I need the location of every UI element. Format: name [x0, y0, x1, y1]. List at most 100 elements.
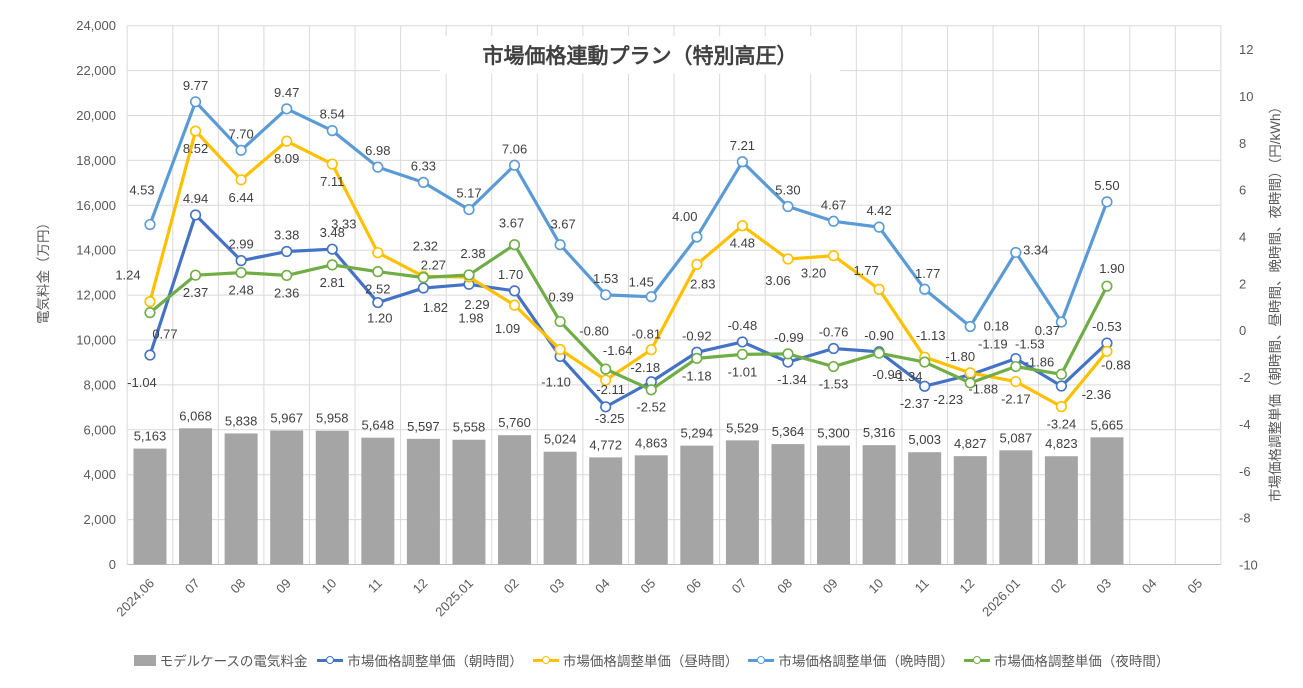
series-night-marker: [1010, 360, 1022, 373]
right-tick-label: 2: [1239, 276, 1246, 291]
left-tick-label: 2,000: [83, 512, 116, 527]
left-tick-label: 4,000: [83, 467, 116, 482]
series-evening-label: 4.00: [672, 209, 697, 224]
left-tick-label: 0: [109, 557, 116, 572]
series-evening-marker: [736, 156, 748, 168]
series-evening-label: 4.53: [129, 183, 154, 198]
x-tick-label: 05: [1184, 576, 1205, 597]
series-evening-marker: [1101, 196, 1113, 208]
right-tick-label: -4: [1239, 417, 1251, 432]
series-night-label: -1.53: [1015, 337, 1045, 352]
series-morning-marker: [827, 342, 840, 355]
series-night-label: 0.39: [548, 290, 573, 305]
series-morning-label: 3.38: [274, 228, 299, 243]
bar: [634, 455, 668, 565]
series-morning-label: -1.88: [968, 382, 998, 397]
series-daytime-label: 3.20: [801, 266, 826, 281]
bar: [1044, 456, 1078, 565]
series-evening-marker: [827, 215, 840, 227]
series-daytime-label: 7.11: [320, 174, 344, 189]
series-morning-label: -1.34: [777, 372, 807, 387]
x-tick-label: 11: [365, 576, 385, 596]
series-daytime-label: -1.13: [916, 328, 946, 343]
series-night-marker: [189, 269, 202, 281]
series-morning-marker: [1055, 380, 1067, 392]
legend-item: 市場価格調整単価（夜時間）: [963, 650, 1169, 670]
series-evening-marker: [600, 289, 612, 301]
series-morning-line: [148, 213, 1109, 409]
left-tick-label: 14,000: [76, 243, 116, 258]
left-axis-ticks: 0 2,000 4,000 6,000 8,000 10,000 12,000 14,000 1…: [76, 18, 116, 572]
series-morning-label: 1.82: [423, 300, 448, 315]
bar-label: 5,760: [498, 415, 531, 430]
series-daytime-label: 2.29: [464, 297, 489, 312]
left-tick-label: 10,000: [76, 333, 116, 348]
series-night-label: -2.52: [636, 400, 666, 415]
bar-label: 4,827: [954, 436, 987, 451]
series-daytime-label: 2.32: [413, 238, 438, 253]
series-daytime-label: 2.83: [690, 276, 715, 291]
series-daytime-marker: [736, 220, 748, 232]
x-tick-label: 09: [273, 576, 294, 597]
bar: [817, 445, 851, 565]
bar: [498, 435, 532, 565]
series-daytime-label: 1.24: [115, 268, 140, 283]
bar: [315, 430, 349, 565]
series-evening-marker: [691, 231, 703, 243]
left-tick-label: 16,000: [76, 198, 116, 213]
legend-line-swatch-icon: [963, 655, 990, 665]
bar-label: 5,364: [772, 424, 805, 439]
bars-model-case-cost: 5,163 6,068 5,838 5,967 5,958 5,648 5,597 5,558…: [133, 408, 1124, 565]
series-night-marker: [1055, 368, 1067, 380]
series-daytime-label: -3.24: [1047, 417, 1077, 432]
series-daytime-marker: [645, 344, 657, 356]
series-morning-label: 4.94: [183, 191, 208, 206]
bar: [133, 448, 167, 565]
series-night-marker: [281, 269, 293, 282]
series-daytime-marker: [1101, 345, 1113, 357]
x-tick-label: 05: [638, 576, 659, 597]
series-night-label: 2.52: [365, 282, 390, 297]
series-night-label: 2.37: [183, 285, 208, 300]
series-morning-label: -0.76: [819, 325, 849, 340]
series-evening-label: 1.45: [629, 275, 654, 290]
series-daytime-marker: [600, 374, 612, 386]
series-morning-label: 3.48: [320, 225, 345, 240]
series-daytime-marker: [873, 283, 885, 295]
series-night-marker: [919, 356, 931, 368]
bar: [862, 445, 896, 565]
bar-label: 5,087: [1000, 430, 1033, 445]
series-night-label: 3.67: [499, 216, 524, 231]
right-tick-label: -6: [1239, 464, 1251, 479]
series-night-label: -1.64: [603, 343, 633, 358]
series-night-label: 2.48: [228, 283, 253, 298]
left-tick-label: 8,000: [83, 377, 116, 392]
series-night-label: -1.53: [819, 377, 849, 392]
series-evening-marker: [508, 159, 521, 171]
series-daytime-marker: [964, 367, 976, 379]
bar-label: 5,316: [863, 425, 896, 440]
series-night-marker: [964, 377, 976, 389]
series-morning-label: -0.53: [1092, 319, 1122, 334]
x-tick-label: 10: [865, 576, 886, 597]
series-night-marker: [736, 348, 748, 360]
bar: [224, 433, 258, 565]
right-tick-label: -10: [1239, 558, 1258, 573]
series-morning-label: 1.98: [458, 310, 483, 325]
series-night-marker: [463, 269, 475, 281]
series-evening-label: 4.67: [821, 197, 846, 212]
series-daytime-label: -2.11: [596, 382, 625, 397]
series-night-label: -1.34: [893, 369, 923, 384]
series-morning-label: -1.10: [541, 374, 571, 389]
series-evening-marker: [1010, 246, 1022, 259]
series-daytime-label: -0.80: [579, 323, 609, 338]
x-tick-label: 03: [546, 576, 567, 597]
bar: [179, 428, 213, 565]
x-tick-label: 04: [592, 576, 613, 597]
series-morning-label: 1.20: [367, 311, 392, 326]
series-night-label: 0.77: [152, 327, 177, 342]
left-tick-label: 20,000: [76, 108, 116, 123]
legend-item-label: 市場価格調整単価（朝時間）: [347, 654, 523, 669]
series-daytime-marker: [281, 135, 293, 147]
bar-label: 5,163: [134, 429, 167, 444]
